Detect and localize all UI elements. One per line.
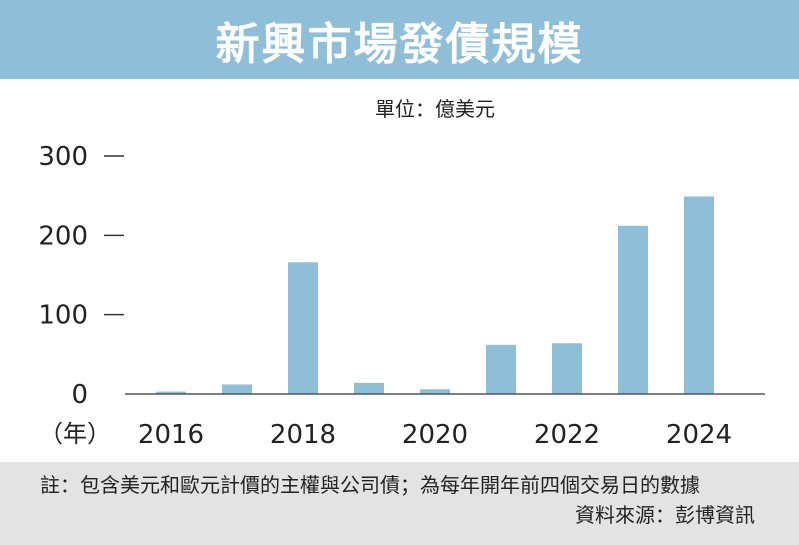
bar-2017 [222, 384, 252, 394]
bar-2020 [420, 389, 450, 394]
y-tick-label: 200 [38, 221, 88, 251]
source-credit: 資料來源：彭博資訊 [575, 503, 755, 527]
bar-2019 [354, 382, 384, 394]
bar-2024 [684, 196, 714, 394]
unit-label: 單位：億美元 [375, 97, 495, 121]
bars [156, 196, 714, 394]
bar-2023 [618, 225, 648, 394]
y-tick-label: 0 [71, 380, 88, 410]
x-axis: 2016 2018 2020 2022 2024 [138, 420, 732, 450]
y-tick-label: 100 [38, 301, 88, 331]
title-band: 新興市場發債規模 [0, 0, 799, 79]
x-tick-label: 2024 [666, 420, 732, 450]
footer-band [0, 462, 799, 545]
y-tick-label: 300 [38, 142, 88, 172]
x-tick-label: 2022 [534, 420, 600, 450]
bar-2018 [288, 262, 318, 394]
footnote: 註：包含美元和歐元計價的主權與公司債；為每年開年前四個交易日的數據 [40, 473, 700, 497]
x-axis-unit-label: （年） [39, 420, 111, 448]
chart-title: 新興市場發債規模 [215, 18, 584, 70]
x-tick-label: 2018 [270, 420, 336, 450]
bar-2016 [156, 391, 186, 394]
x-tick-label: 2016 [138, 420, 204, 450]
bar-chart: 單位：億美元 300 200 100 0 2016 2018 2020 2022 2024 （… [38, 97, 765, 450]
y-axis: 300 200 100 0 [38, 142, 124, 410]
x-tick-label: 2020 [402, 420, 468, 450]
bar-2022 [552, 343, 582, 394]
bar-2021 [486, 344, 516, 394]
